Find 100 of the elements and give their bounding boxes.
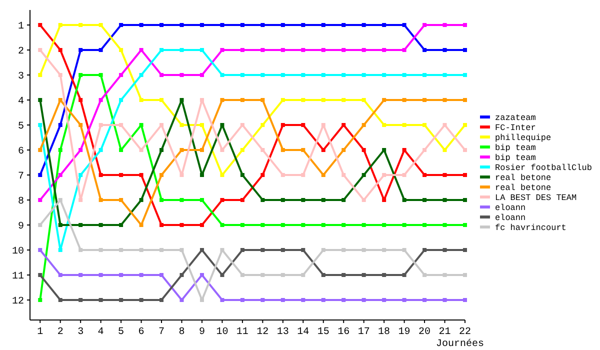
point (463, 148, 467, 152)
point (321, 248, 326, 252)
point (342, 123, 346, 127)
point (220, 198, 224, 202)
point (38, 298, 42, 302)
point (422, 148, 427, 152)
point (58, 123, 62, 127)
point (382, 198, 386, 202)
point (362, 298, 366, 302)
point (402, 148, 406, 152)
legend-label: fc havrincourt (495, 222, 566, 233)
point (342, 198, 346, 202)
point (240, 223, 244, 227)
y-tick-label: 10 (12, 246, 24, 258)
point (463, 123, 467, 127)
point (160, 248, 164, 252)
legend-label: eloann (495, 212, 526, 223)
point (180, 298, 184, 302)
point (260, 248, 265, 252)
point (382, 173, 386, 177)
point (78, 73, 83, 77)
point (139, 98, 144, 102)
point (98, 273, 103, 277)
point (160, 173, 164, 177)
point (78, 223, 83, 227)
point (119, 223, 124, 227)
point (139, 123, 144, 127)
point (200, 48, 204, 52)
point (342, 298, 346, 302)
point (382, 248, 386, 252)
x-tick-label: 17 (358, 327, 370, 338)
point (280, 98, 285, 102)
point (240, 198, 244, 202)
point (362, 73, 366, 77)
point (139, 148, 144, 152)
point (342, 173, 346, 177)
point (180, 248, 184, 252)
x-tick-label: 9 (198, 327, 205, 338)
point (301, 248, 306, 252)
point (382, 298, 386, 302)
point (220, 48, 224, 52)
point (342, 98, 346, 102)
point (160, 148, 164, 152)
point (200, 223, 204, 227)
point (160, 123, 164, 127)
point (180, 23, 184, 27)
point (220, 98, 224, 102)
y-tick-label: 3 (18, 72, 24, 82)
point (301, 148, 306, 152)
point (362, 98, 366, 102)
point (260, 48, 265, 52)
point (301, 198, 306, 202)
point (463, 198, 467, 202)
point (98, 23, 103, 27)
point (260, 298, 265, 302)
point (442, 298, 447, 302)
legend-label: eloann (495, 202, 526, 213)
point (180, 223, 184, 227)
point (301, 48, 306, 52)
point (382, 98, 386, 102)
legend-label: bip team (495, 152, 536, 163)
x-tick-label: 4 (98, 327, 104, 338)
point (260, 23, 265, 27)
point (280, 73, 285, 77)
point (422, 173, 427, 177)
point (321, 273, 326, 277)
point (98, 173, 103, 177)
point (402, 73, 406, 77)
x-tick-label: 15 (317, 327, 330, 338)
legend-label: real betone (495, 172, 552, 183)
y-tick-label: 6 (18, 146, 24, 158)
point (119, 98, 124, 102)
point (362, 198, 366, 202)
point (402, 98, 406, 102)
point (321, 223, 326, 227)
point (119, 173, 124, 177)
point (280, 148, 285, 152)
point (463, 23, 467, 27)
point (119, 123, 124, 127)
point (160, 98, 164, 102)
point (402, 123, 406, 127)
point (180, 198, 184, 202)
point (463, 48, 467, 52)
point (220, 223, 224, 227)
point (280, 223, 285, 227)
point (260, 273, 265, 277)
point (139, 198, 144, 202)
point (240, 98, 244, 102)
y-tick-label: 8 (18, 196, 24, 208)
point (422, 248, 427, 252)
point (38, 273, 42, 277)
point (139, 273, 144, 277)
point (260, 148, 265, 152)
point (119, 248, 124, 252)
x-tick-label: 18 (378, 327, 390, 338)
point (180, 123, 184, 127)
point (402, 173, 406, 177)
point (382, 148, 386, 152)
point (342, 73, 346, 77)
point (442, 273, 447, 277)
